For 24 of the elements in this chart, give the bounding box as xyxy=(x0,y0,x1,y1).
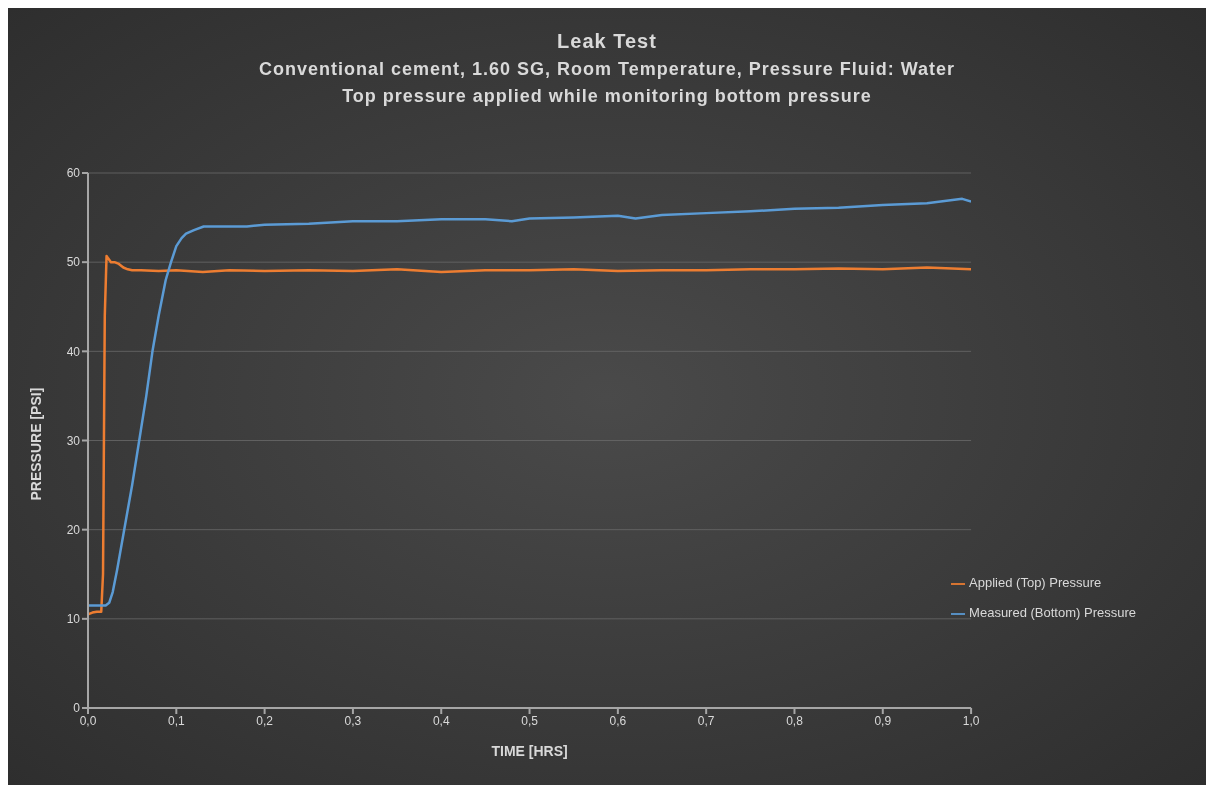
chart-title: Leak Test xyxy=(556,30,658,53)
y-tick-label: 60 xyxy=(66,166,81,181)
x-tick-label: 0,7 xyxy=(697,713,715,728)
chart-subtitle: Conventional cement, 1.60 SG, Room Temperature, Pressure Fluid: Water Top pressure applied while monitoring bottom pressure xyxy=(257,59,957,107)
x-tick-label: 1,0 xyxy=(962,713,980,728)
x-tick-label: 0,3 xyxy=(344,713,362,728)
x-tick-label: 0,8 xyxy=(786,713,804,728)
y-tick-label: 0 xyxy=(73,701,81,716)
y-tick-label: 20 xyxy=(66,522,81,537)
y-tick-label: 40 xyxy=(66,344,81,359)
y-axis-title: PRESSURE [PSI] xyxy=(27,387,44,501)
legend-label: Applied (Top) Pressure xyxy=(969,575,1102,590)
y-tick-label: 10 xyxy=(66,612,81,627)
y-tick-label: 30 xyxy=(66,433,81,448)
x-tick-label: 0,2 xyxy=(256,713,274,728)
x-tick-label: 0,5 xyxy=(521,713,539,728)
x-tick-label: 0,0 xyxy=(79,713,97,728)
x-tick-label: 0,1 xyxy=(167,713,185,728)
x-tick-label: 0,9 xyxy=(874,713,892,728)
legend-label: Measured (Bottom) Pressure xyxy=(969,605,1136,620)
x-tick-label: 0,6 xyxy=(609,713,627,728)
y-tick-label: 50 xyxy=(66,255,81,270)
x-axis-title: TIME [HRS] xyxy=(491,743,568,759)
x-tick-label: 0,4 xyxy=(432,713,450,728)
